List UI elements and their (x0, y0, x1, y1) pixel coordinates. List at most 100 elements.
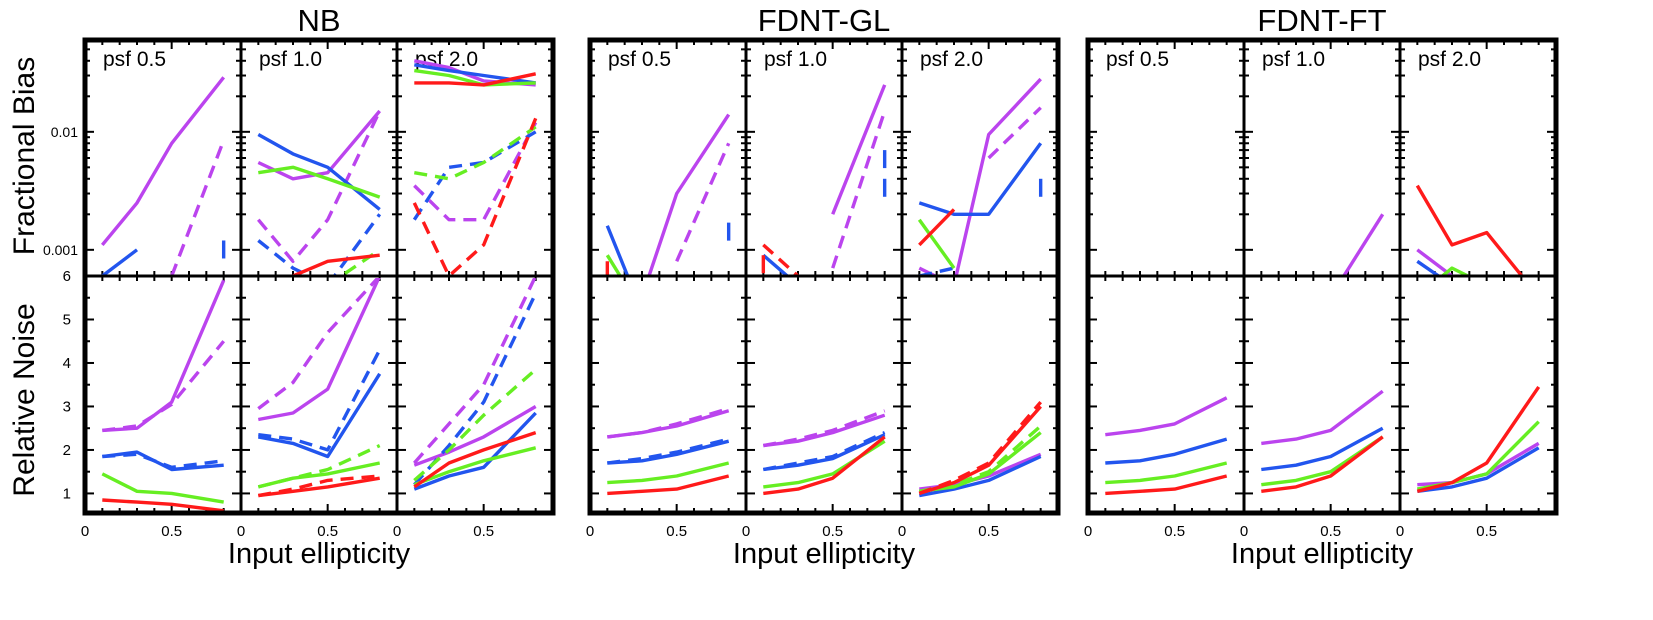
y-tick-label-noise: 1 (63, 485, 71, 502)
bias-line-green (102, 285, 137, 297)
bias-line-green (258, 165, 381, 199)
noise-line-blue (607, 439, 730, 465)
noise-line-blue-dashed (413, 292, 538, 486)
y-tick-label-noise: 6 (63, 268, 71, 285)
psf-label-2-0: psf 0.5 (1106, 48, 1169, 71)
noise-line-blue-dashed (607, 437, 730, 465)
noise-line-blue (257, 372, 382, 459)
x-tick-label: 0 (237, 523, 245, 540)
noise-line-green-dashed (257, 444, 381, 489)
noise-line-red (918, 405, 1042, 496)
bias-line-red-dashed (762, 243, 800, 275)
x-tick-label: 0.5 (473, 523, 494, 540)
x-tick-label: 0 (586, 523, 594, 540)
psf-label-1-0: psf 0.5 (608, 48, 671, 71)
noise-line-blue (763, 433, 886, 472)
noise-line-red (258, 476, 380, 498)
noise-line-blue (1417, 446, 1540, 493)
noise-line-green (607, 461, 730, 485)
ylabel-fractional-bias: Fractional Bias (8, 57, 41, 255)
x-tick-label: 0 (742, 523, 750, 540)
group-frame (1085, 37, 1559, 516)
y-tick-label-noise: 2 (63, 442, 71, 459)
x-tick-label: 0.5 (1476, 523, 1497, 540)
noise-line-green (413, 446, 537, 487)
noise-line-red (1105, 474, 1228, 496)
bias-line-magenta-dashed (831, 110, 887, 269)
bias-line-magenta (100, 76, 226, 246)
y-tick-label-noise: 5 (63, 311, 71, 328)
bias-line-green (605, 254, 622, 275)
noise-line-green (1261, 435, 1384, 487)
group-title-2: FDNT-FT (1257, 3, 1386, 38)
x-tick-label: 0 (1396, 523, 1404, 540)
noise-line-red (413, 430, 537, 489)
ylabel-relative-noise: Relative Noise (8, 303, 41, 496)
x-axis-label-1: Input ellipticity (733, 538, 916, 570)
bias-line-blue (918, 142, 1043, 217)
y-tick-label-noise: 4 (63, 355, 71, 372)
noise-line-magenta-dashed (762, 409, 886, 448)
bias-line-green-dashed (414, 125, 537, 181)
noise-line-red (102, 498, 224, 511)
x-tick-label: 0 (1240, 523, 1248, 540)
bias-line-green (1440, 266, 1470, 275)
bias-line-red (1415, 184, 1524, 275)
bias-line-magenta (1342, 213, 1385, 275)
noise-line-green (1105, 461, 1228, 485)
psf-label-2-2: psf 2.0 (1418, 48, 1481, 71)
bias-line-green (917, 218, 956, 270)
bias-line-magenta-dashed (675, 142, 731, 262)
x-tick-label: 0.5 (1164, 523, 1185, 540)
y-tick-label-bias: 0.001 (43, 242, 78, 258)
psf-label-0-0: psf 0.5 (103, 48, 166, 71)
noise-line-green (257, 461, 381, 489)
noise-line-red-dashed (918, 400, 1042, 495)
bias-line-magenta (918, 77, 1042, 275)
group-frame (587, 37, 1061, 516)
psf-label-1-1: psf 1.0 (764, 48, 827, 71)
group-title-0: NB (297, 3, 340, 38)
bias-line-blue (1416, 259, 1441, 275)
noise-line-blue (102, 450, 224, 472)
bias-line-magenta-dashed (170, 139, 226, 275)
bias-line-magenta-dashed (256, 110, 382, 263)
x-tick-label: 0.5 (978, 523, 999, 540)
noise-line-blue-dashed (258, 349, 382, 452)
noise-line-red-dashed (257, 474, 380, 498)
x-tick-label: 0 (393, 523, 401, 540)
bias-line-green (414, 68, 536, 87)
x-tick-label: 0 (1084, 523, 1092, 540)
bias-line-red-dashed (412, 117, 538, 275)
bias-line-red (290, 253, 380, 275)
noise-line-magenta-dashed (257, 278, 381, 410)
noise-line-blue-dashed (102, 452, 224, 469)
psf-label-0-1: psf 1.0 (259, 48, 322, 71)
x-tick-label: 0.5 (822, 523, 843, 540)
y-tick-label-bias: 0.01 (51, 124, 78, 140)
noise-line-magenta (1417, 441, 1540, 487)
x-tick-label: 0.5 (317, 523, 338, 540)
noise-line-magenta (413, 405, 537, 467)
noise-line-magenta (257, 278, 381, 422)
noise-line-green (101, 472, 224, 504)
noise-line-magenta-dashed (607, 406, 730, 439)
noise-line-green-dashed (413, 368, 537, 482)
noise-line-green-dashed (918, 424, 1042, 493)
noise-line-red (607, 474, 730, 496)
x-axis-label-2: Input ellipticity (1231, 538, 1414, 570)
bias-line-red (414, 72, 537, 87)
x-tick-label: 0 (81, 523, 89, 540)
bias-line-blue-part-0 (762, 253, 789, 275)
bias-line-blue-dashed (257, 213, 382, 275)
noise-line-red (763, 435, 886, 496)
y-tick-label-noise: 3 (63, 398, 71, 415)
noise-line-red (1261, 435, 1384, 493)
noise-line-blue (918, 454, 1042, 498)
bias-line-blue-dashed (412, 130, 537, 221)
noise-line-blue (1105, 437, 1228, 465)
x-tick-label: 0 (898, 523, 906, 540)
noise-line-magenta (1105, 396, 1228, 437)
noise-line-magenta (763, 413, 886, 448)
